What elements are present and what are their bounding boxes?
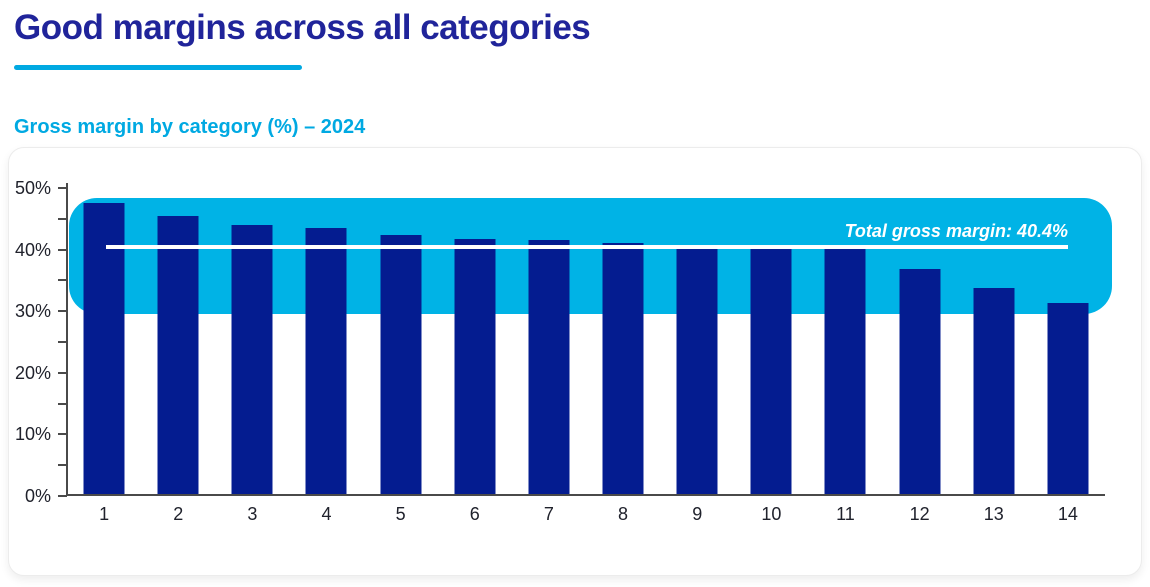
bar-slot-1 bbox=[67, 188, 141, 496]
page-title: Good margins across all categories bbox=[14, 8, 590, 48]
y-tick-label-10: 10% bbox=[0, 424, 51, 444]
x-axis-label-11: 11 bbox=[808, 504, 882, 526]
y-tick-label-20: 20% bbox=[0, 363, 51, 383]
bar-category-5 bbox=[380, 235, 421, 496]
x-axis-label-13: 13 bbox=[957, 504, 1031, 526]
bar-category-9 bbox=[677, 245, 718, 496]
y-tick-label-40: 40% bbox=[0, 240, 51, 260]
y-tick-15 bbox=[58, 403, 67, 405]
bar-slot-4 bbox=[289, 188, 363, 496]
x-axis-label-3: 3 bbox=[215, 504, 289, 526]
y-tick-35 bbox=[58, 279, 67, 281]
bar-slot-5 bbox=[364, 188, 438, 496]
page: Good margins across all categories Gross… bbox=[0, 0, 1150, 587]
x-axis-label-8: 8 bbox=[586, 504, 660, 526]
bar-chart-plot-area: 0%10%20%30%40%50% Total gross margin: 40… bbox=[67, 188, 1105, 496]
bar-slot-3 bbox=[215, 188, 289, 496]
title-underline-rule bbox=[14, 65, 302, 70]
y-tick-label-30: 30% bbox=[0, 301, 51, 321]
bar-category-4 bbox=[306, 228, 347, 496]
bar-category-7 bbox=[528, 240, 569, 496]
x-axis-label-7: 7 bbox=[512, 504, 586, 526]
bar-slot-7 bbox=[512, 188, 586, 496]
y-tick-5 bbox=[58, 464, 67, 466]
bar-category-13 bbox=[973, 288, 1014, 496]
bar-slot-2 bbox=[141, 188, 215, 496]
x-axis-label-6: 6 bbox=[438, 504, 512, 526]
y-tick-45 bbox=[58, 218, 67, 220]
y-tick-label-50: 50% bbox=[0, 178, 51, 198]
x-axis-label-10: 10 bbox=[734, 504, 808, 526]
bar-slot-6 bbox=[438, 188, 512, 496]
x-axis-label-1: 1 bbox=[67, 504, 141, 526]
x-axis-line bbox=[66, 494, 1105, 496]
bar-slot-10 bbox=[734, 188, 808, 496]
y-tick-25 bbox=[58, 341, 67, 343]
bar-category-14 bbox=[1047, 303, 1088, 496]
y-tick-10 bbox=[58, 433, 67, 435]
y-tick-40 bbox=[58, 249, 67, 251]
chart-subtitle: Gross margin by category (%) – 2024 bbox=[14, 116, 365, 139]
x-axis-label-4: 4 bbox=[289, 504, 363, 526]
bar-slot-9 bbox=[660, 188, 734, 496]
bar-category-8 bbox=[603, 243, 644, 496]
x-axis-label-2: 2 bbox=[141, 504, 215, 526]
y-tick-20 bbox=[58, 372, 67, 374]
bar-slot-8 bbox=[586, 188, 660, 496]
x-axis-label-12: 12 bbox=[883, 504, 957, 526]
y-tick-30 bbox=[58, 310, 67, 312]
y-tick-label-0: 0% bbox=[0, 486, 51, 506]
bar-category-11 bbox=[825, 249, 866, 496]
reference-line bbox=[106, 245, 1068, 249]
bar-category-10 bbox=[751, 248, 792, 496]
x-axis-label-9: 9 bbox=[660, 504, 734, 526]
bar-category-2 bbox=[158, 216, 199, 496]
x-axis-label-14: 14 bbox=[1031, 504, 1105, 526]
bar-category-6 bbox=[454, 239, 495, 496]
bar-category-3 bbox=[232, 225, 273, 496]
chart-card: 0%10%20%30%40%50% Total gross margin: 40… bbox=[8, 147, 1142, 576]
x-axis-labels: 1234567891011121314 bbox=[67, 504, 1105, 526]
y-axis-line bbox=[66, 183, 68, 496]
y-tick-50 bbox=[58, 187, 67, 189]
x-axis-label-5: 5 bbox=[364, 504, 438, 526]
bar-category-12 bbox=[899, 269, 940, 496]
reference-line-label: Total gross margin: 40.4% bbox=[845, 221, 1068, 242]
